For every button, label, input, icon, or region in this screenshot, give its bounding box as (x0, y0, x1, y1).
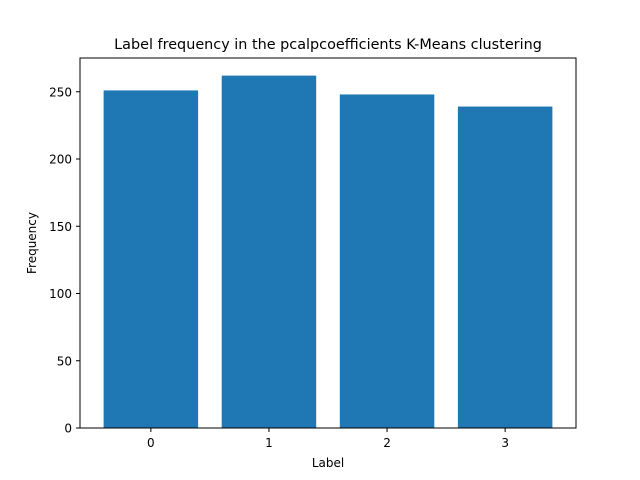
y-axis-label: Frequency (25, 212, 39, 274)
y-tick-label: 250 (49, 85, 72, 99)
x-tick-label: 1 (265, 436, 273, 450)
y-tick-label: 100 (49, 287, 72, 301)
y-tick-label: 150 (49, 220, 72, 234)
bars-layer (103, 75, 553, 429)
bar-label-1 (221, 75, 317, 428)
bar-label-2 (339, 94, 435, 429)
chart-title: Label frequency in the pcalpcoefficients… (114, 37, 542, 53)
x-axis-label: Label (312, 456, 344, 470)
bar-label-0 (103, 90, 199, 428)
x-tick-label: 3 (501, 436, 509, 450)
y-tick-label: 0 (64, 422, 72, 436)
plot-frame (79, 57, 577, 429)
x-tick-label: 0 (147, 436, 155, 450)
bar-label-3 (457, 106, 553, 428)
y-axis: 0 50 100 150 200 250 (49, 85, 80, 436)
y-tick-label: 50 (57, 354, 72, 368)
x-axis: 0 1 2 3 (147, 428, 509, 450)
y-tick-label: 200 (49, 153, 72, 167)
x-tick-label: 2 (383, 436, 391, 450)
